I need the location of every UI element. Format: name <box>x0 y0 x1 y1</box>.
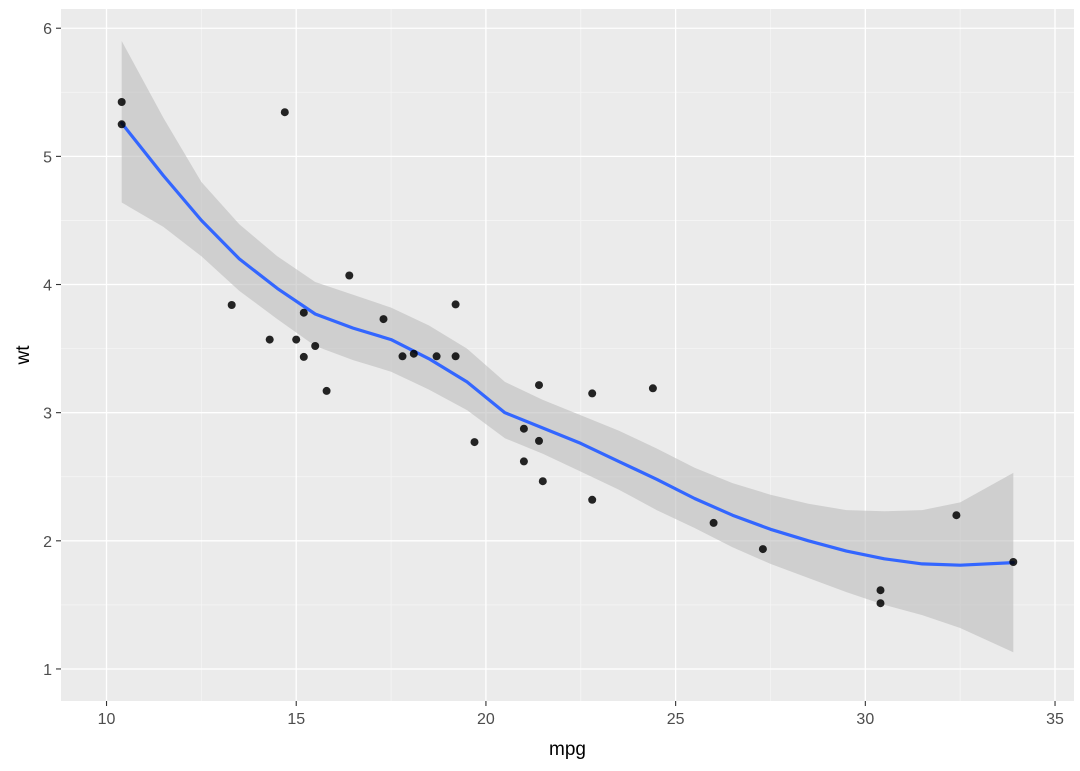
x-tick-label: 25 <box>667 711 685 728</box>
data-point <box>322 386 331 395</box>
data-point <box>538 477 547 486</box>
data-point <box>648 384 657 393</box>
x-tick-label: 15 <box>287 711 305 728</box>
data-point <box>470 438 479 447</box>
data-point <box>876 586 885 595</box>
data-point <box>519 457 528 466</box>
data-point <box>535 381 543 390</box>
data-point <box>117 120 126 129</box>
major-gridlines <box>61 9 1074 701</box>
data-point <box>299 352 308 361</box>
data-point <box>876 599 885 608</box>
y-tick-label: 3 <box>43 406 52 423</box>
x-tick-label: 30 <box>856 711 874 728</box>
data-point <box>409 349 418 358</box>
y-tick-label: 4 <box>43 278 52 295</box>
y-tick-label: 6 <box>43 21 52 38</box>
data-point <box>588 495 597 504</box>
y-axis-title: wt <box>13 345 34 366</box>
data-point <box>379 315 388 324</box>
data-point <box>451 300 460 309</box>
data-point <box>280 108 289 117</box>
data-point <box>952 511 961 520</box>
data-point <box>758 545 767 554</box>
x-tick-label: 20 <box>477 711 495 728</box>
data-point <box>345 271 354 280</box>
data-point <box>451 352 460 361</box>
x-axis-title: mpg <box>549 739 586 760</box>
x-tick-label: 10 <box>98 711 116 728</box>
data-point <box>432 352 441 361</box>
data-point <box>299 308 308 317</box>
data-point <box>709 518 718 527</box>
data-point <box>265 335 274 344</box>
data-point <box>117 98 126 106</box>
data-point <box>292 335 301 344</box>
x-axis-ticks: 10 15 20 25 30 35 <box>98 701 1064 728</box>
data-point <box>227 301 236 309</box>
data-points <box>117 98 1018 608</box>
smooth-trend-line <box>120 121 1015 567</box>
x-tick-label: 35 <box>1046 711 1064 728</box>
y-axis-ticks: 1 2 3 4 5 6 <box>43 21 61 679</box>
y-tick-label: 1 <box>43 662 52 679</box>
confidence-ribbon <box>121 41 1014 653</box>
data-point <box>535 436 543 445</box>
data-point <box>398 352 407 361</box>
y-tick-label: 5 <box>43 149 52 166</box>
data-point <box>519 424 528 433</box>
y-tick-label: 2 <box>43 534 52 551</box>
data-point <box>588 389 597 398</box>
data-point <box>1009 558 1018 566</box>
data-point <box>311 342 320 350</box>
